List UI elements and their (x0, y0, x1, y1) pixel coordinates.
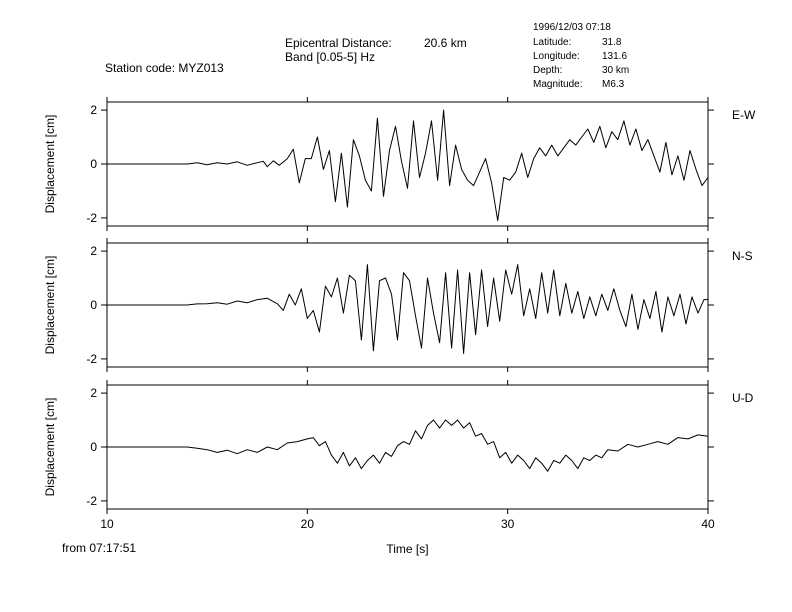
x-tick-label: 10 (100, 517, 114, 531)
component-label-u-d: U-D (732, 391, 754, 405)
y-axis-label: Displacement [cm] (43, 256, 57, 355)
y-tick-label: -2 (86, 494, 97, 508)
epicentral-distance-value: 20.6 km (424, 36, 467, 50)
y-tick-label: -2 (86, 211, 97, 225)
trace-e-w (107, 109, 709, 222)
y-tick-label: 2 (90, 244, 97, 258)
magnitude-value: M6.3 (602, 79, 625, 90)
latitude-label: Latitude: (533, 37, 572, 48)
start-time-label: from 07:17:51 (62, 541, 137, 555)
trace-n-s (107, 264, 708, 354)
component-label-n-s: N-S (732, 249, 753, 263)
epicentral-distance-label: Epicentral Distance: (285, 36, 392, 50)
depth-value: 30 km (602, 65, 630, 76)
station-code: Station code: MYZ013 (105, 61, 224, 75)
x-axis-label: Time [s] (386, 542, 428, 556)
x-tick-label: 30 (501, 517, 515, 531)
magnitude-label: Magnitude: (533, 79, 583, 90)
latitude-value: 31.8 (602, 37, 622, 48)
panel-frame-n-s (106, 242, 709, 368)
y-axis-label: Displacement [cm] (43, 398, 57, 497)
frequency-band: Band [0.05-5] Hz (285, 50, 376, 64)
panel-frame-e-w (106, 101, 709, 227)
x-tick-label: 20 (301, 517, 315, 531)
panel-frame-u-d (106, 384, 709, 510)
y-tick-label: 2 (90, 103, 97, 117)
depth-label: Depth: (533, 65, 563, 76)
y-axis-label: Displacement [cm] (43, 115, 57, 214)
y-tick-label: 0 (90, 440, 97, 454)
y-tick-label: -2 (86, 352, 97, 366)
y-tick-label: 0 (90, 298, 97, 312)
longitude-label: Longitude: (533, 51, 580, 62)
trace-u-d (107, 419, 709, 472)
longitude-value: 131.6 (602, 51, 628, 62)
event-datetime: 1996/12/03 07:18 (533, 22, 611, 33)
y-tick-label: 2 (90, 386, 97, 400)
x-tick-label: 40 (701, 517, 715, 531)
y-tick-label: 0 (90, 157, 97, 171)
component-label-e-w: E-W (732, 108, 756, 122)
